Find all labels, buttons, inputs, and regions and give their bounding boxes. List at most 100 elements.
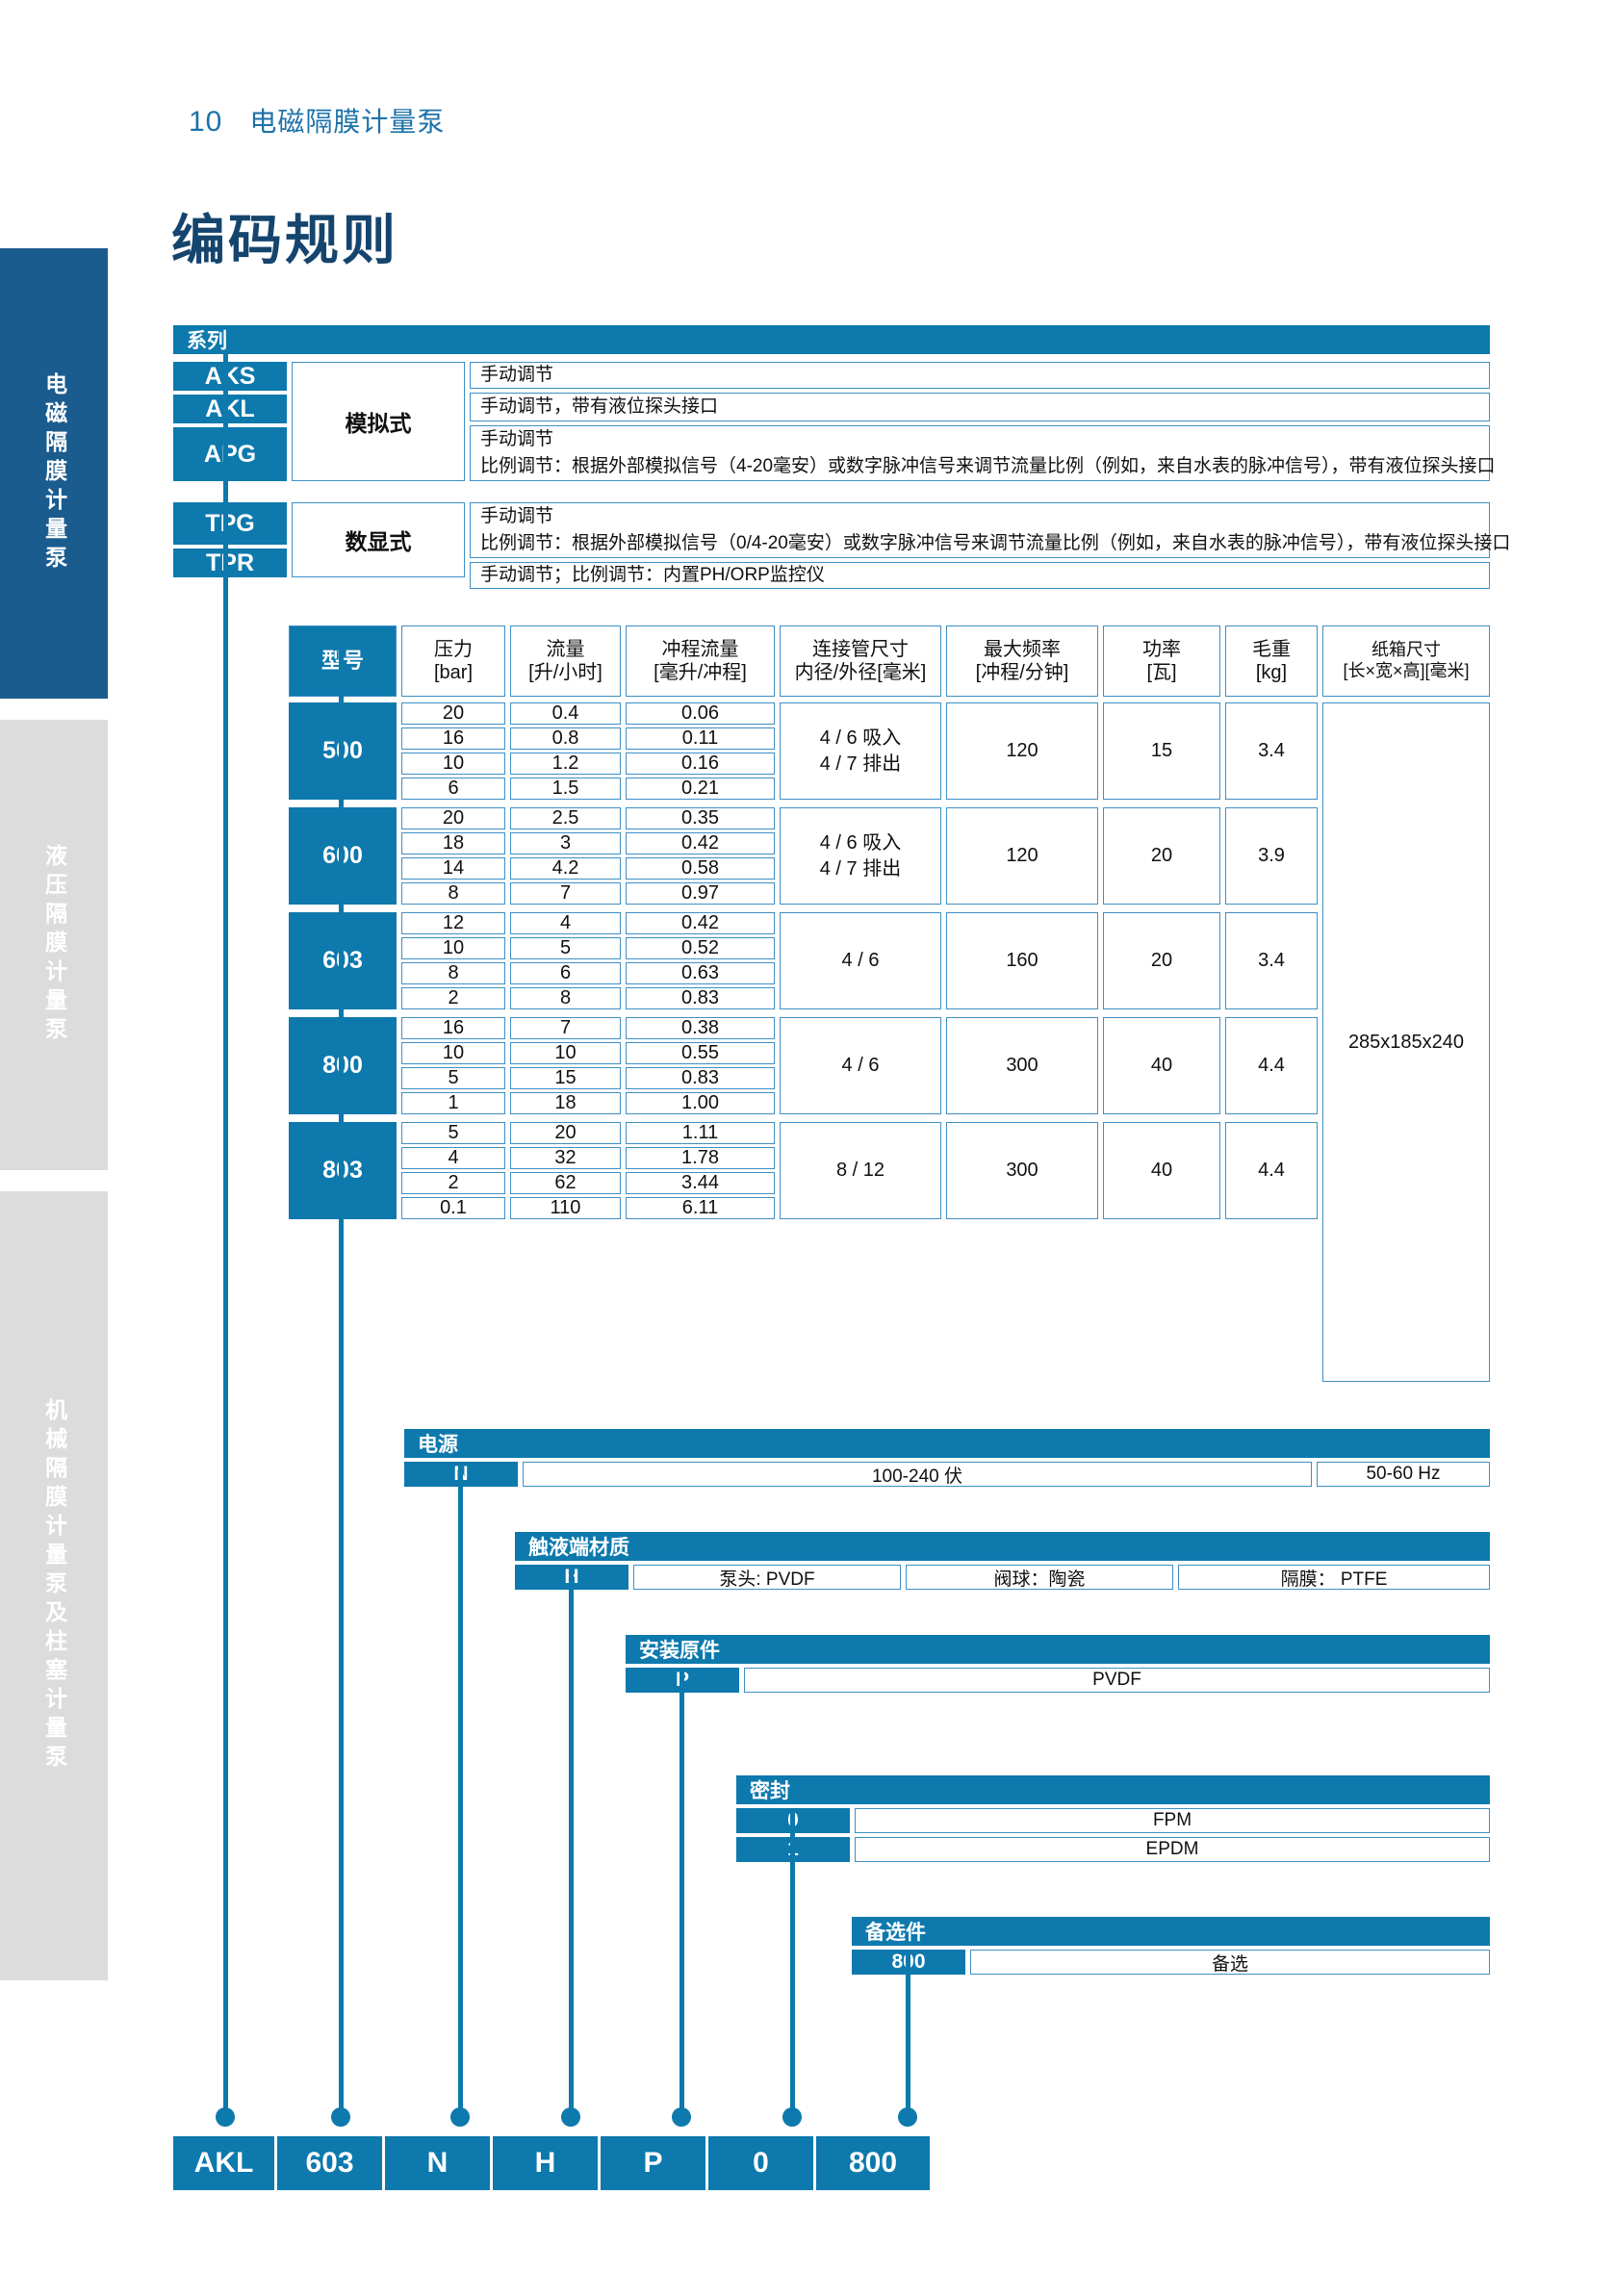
code-segment-option[interactable]: 800 [848,2147,898,2179]
spec-cell-stroke: 0.97 [626,882,775,905]
connector-line-series [223,354,228,2115]
spec-cell-flow: 20 [510,1122,621,1144]
side-tab-label: 机械隔膜计量泵及柱塞计量泵 [41,1398,67,1773]
series-code-aks[interactable]: AKS [173,362,287,391]
spec-cell-stroke: 0.83 [626,987,775,1009]
col-unit: [kg] [1255,662,1288,683]
pipe-line: 4 / 7 排出 [819,753,902,775]
code-segment-wetted[interactable]: H [493,2136,601,2190]
spec-cell-pipe-size: 8 / 12 [780,1122,941,1219]
series-code-tpg[interactable]: TPG [173,502,287,545]
spec-cell-pipe-size: 4 / 6 [780,1017,941,1114]
spec-cell-weight: 3.4 [1225,912,1318,1009]
spec-cell-flow: 4 [510,912,621,934]
spec-cell-pressure: 14 [401,857,505,880]
spec-cell-flow: 1.5 [510,778,621,800]
connector-line-option [906,1950,910,2115]
spec-cell-weight: 4.4 [1225,1122,1318,1219]
spec-col-pressure: 压力 [bar] [401,625,505,697]
spec-cell-flow: 2.5 [510,807,621,829]
desc-line: 手动调节 [480,365,554,386]
series-code-apg[interactable]: APG [173,427,287,481]
spec-cell-pipe-size: 4 / 6 吸入 4 / 7 排出 [780,807,941,905]
col-title: 最大频率 [984,639,1061,660]
spec-cell-stroke: 0.52 [626,937,775,959]
spec-col-stroke-volume: 冲程流量 [毫升/冲程] [626,625,775,697]
series-code-tpr[interactable]: TPR [173,548,287,577]
carton-size-cell: 285x185x240 [1322,702,1490,1382]
col-title: 连接管尺寸 [812,639,909,660]
spec-cell-pipe-size: 4 / 6 [780,912,941,1009]
series-code-akl[interactable]: AKL [173,395,287,423]
option-value: 备选 [970,1950,1490,1975]
seal-value-fpm: FPM [855,1808,1490,1833]
spec-cell-flow: 7 [510,1017,621,1039]
spec-cell-pressure: 2 [401,1172,505,1194]
connector-dot-option [898,2107,917,2127]
side-tab-mechanical[interactable]: 机械隔膜计量泵及柱塞计量泵 [0,1191,108,1980]
wetted-section-header: 触液端材质 [515,1532,1490,1561]
spec-cell-freq: 160 [946,912,1098,1009]
spec-cell-pressure: 12 [401,912,505,934]
spec-cell-stroke: 0.55 [626,1042,775,1064]
col-title: 毛重 [1252,639,1291,660]
spec-cell-stroke: 0.58 [626,857,775,880]
spec-cell-flow: 5 [510,937,621,959]
pipe-line: 8 / 12 [835,1160,885,1181]
spec-cell-power: 40 [1103,1017,1220,1114]
series-table: 系列 [173,325,1490,354]
spec-cell-power: 40 [1103,1122,1220,1219]
wetted-value-valve-ball: 阀球：陶瓷 [906,1565,1173,1590]
connector-line-wetted [569,1565,574,2115]
spec-cell-pressure: 16 [401,727,505,750]
mounting-value: PVDF [744,1668,1490,1693]
spec-cell-flow: 0.4 [510,702,621,725]
spec-cell-pressure: 16 [401,1017,505,1039]
mounting-section-header: 安装原件 [626,1635,1490,1664]
spec-cell-pressure: 10 [401,1042,505,1064]
code-segment-series[interactable]: AKL [173,2136,277,2190]
code-segment-model[interactable]: 603 [277,2136,385,2190]
spec-cell-freq: 300 [946,1017,1098,1114]
spec-cell-stroke: 0.83 [626,1067,775,1089]
desc-line: 手动调节 [480,506,554,527]
col-unit: [毫升/冲程] [654,662,747,683]
code-segment-power[interactable]: N [385,2136,493,2190]
pipe-line: 4 / 6 [841,1055,880,1076]
spec-cell-stroke: 1.11 [626,1122,775,1144]
side-tab-electromagnetic[interactable]: 电磁隔膜计量泵 [0,248,108,699]
col-title: 功率 [1142,639,1181,660]
code-segment-mounting[interactable]: P [601,2136,708,2190]
spec-cell-pressure: 20 [401,702,505,725]
spec-cell-pressure: 18 [401,832,505,855]
code-segment-seal[interactable]: 0 [708,2136,816,2190]
spec-cell-flow: 1.2 [510,753,621,775]
spec-cell-pressure: 5 [401,1122,505,1144]
spec-cell-pipe-size: 4 / 6 吸入 4 / 7 排出 [780,702,941,800]
spec-col-max-frequency: 最大频率 [冲程/分钟] [946,625,1098,697]
spec-col-flow: 流量 [升/小时] [510,625,621,697]
spec-cell-power: 20 [1103,807,1220,905]
connector-line-seal [790,1808,795,2115]
spec-cell-flow: 18 [510,1092,621,1114]
spec-cell-freq: 120 [946,702,1098,800]
page-header: 10 电磁隔膜计量泵 [189,101,445,140]
side-tab-label: 液压隔膜计量泵 [41,844,67,1046]
spec-col-power: 功率 [瓦] [1103,625,1220,697]
col-unit: [冲程/分钟] [975,662,1069,683]
spec-cell-flow: 110 [510,1197,621,1219]
col-title: 纸箱尺寸 [1371,640,1441,660]
col-title: 流量 [546,639,585,660]
wetted-value-diaphragm: 隔膜： PTFE [1178,1565,1490,1590]
side-tab-hydraulic[interactable]: 液压隔膜计量泵 [0,720,108,1170]
spec-col-pipe-size: 连接管尺寸 内径/外径[毫米] [780,625,941,697]
spec-cell-flow: 4.2 [510,857,621,880]
spec-cell-flow: 15 [510,1067,621,1089]
spec-cell-stroke: 0.35 [626,807,775,829]
spec-cell-stroke: 0.42 [626,832,775,855]
side-tab-label: 电磁隔膜计量泵 [41,372,67,574]
desc-line: 比例调节：根据外部模拟信号（0/4-20毫安）或数字脉冲信号来调节流量比例（例如… [480,533,1511,553]
spec-cell-stroke: 0.38 [626,1017,775,1039]
spec-cell-stroke: 6.11 [626,1197,775,1219]
